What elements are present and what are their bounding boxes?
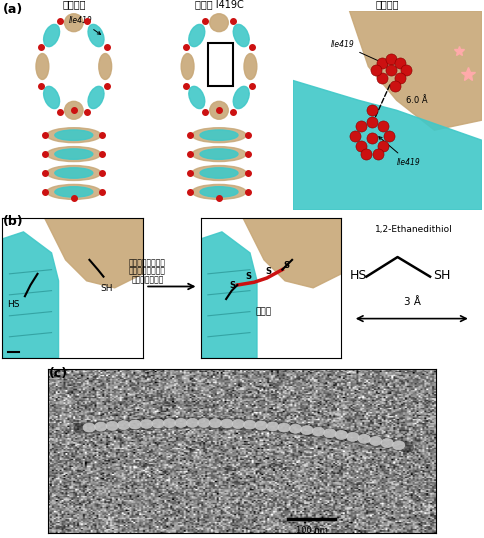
Polygon shape [201,232,257,358]
Ellipse shape [278,423,290,432]
Polygon shape [45,218,143,288]
Bar [208,43,233,87]
Ellipse shape [83,423,95,432]
Ellipse shape [55,130,93,140]
Text: フィド形成反応: フィド形成反応 [132,275,164,284]
Ellipse shape [152,419,164,428]
Text: S: S [265,267,272,276]
Ellipse shape [335,430,348,440]
Ellipse shape [210,14,228,32]
Ellipse shape [393,441,405,450]
Ellipse shape [347,433,359,441]
Ellipse shape [358,434,370,443]
Ellipse shape [140,420,153,428]
Ellipse shape [55,149,93,159]
Ellipse shape [99,54,112,80]
Text: 素共存下のジスル: 素共存下のジスル [129,267,166,275]
Ellipse shape [244,54,257,80]
Ellipse shape [181,54,194,80]
Ellipse shape [186,419,198,427]
Ellipse shape [324,429,336,438]
Ellipse shape [55,187,93,197]
Ellipse shape [46,147,101,161]
Text: Ile419: Ile419 [69,16,101,34]
Ellipse shape [55,168,93,178]
Ellipse shape [94,422,107,431]
Ellipse shape [255,421,267,430]
Ellipse shape [197,419,210,428]
Text: SH: SH [433,269,450,282]
Text: (c): (c) [48,367,68,380]
Ellipse shape [192,185,246,200]
Ellipse shape [221,419,233,428]
Text: Ile419: Ile419 [331,40,388,65]
Ellipse shape [189,86,205,109]
Ellipse shape [233,86,249,109]
Ellipse shape [192,166,246,180]
Text: HS: HS [350,269,367,282]
Text: S: S [229,281,235,290]
Ellipse shape [118,421,130,430]
Ellipse shape [163,419,176,428]
Ellipse shape [64,14,83,32]
Ellipse shape [210,101,228,119]
Text: 架橋剤と過酸化水: 架橋剤と過酸化水 [129,258,166,267]
Text: 変異体 I419C: 変異体 I419C [195,0,243,9]
Polygon shape [293,80,482,210]
Polygon shape [349,11,482,130]
Ellipse shape [46,128,101,143]
Ellipse shape [64,101,83,119]
Ellipse shape [381,438,393,448]
Ellipse shape [129,420,141,429]
Ellipse shape [189,24,205,47]
Ellipse shape [192,128,246,143]
Ellipse shape [243,420,256,429]
Ellipse shape [200,149,238,159]
Text: HS: HS [7,300,19,309]
Ellipse shape [312,427,325,436]
Ellipse shape [192,147,246,161]
Text: 1,2-Ethanedithiol: 1,2-Ethanedithiol [375,225,453,234]
Ellipse shape [88,86,104,109]
Ellipse shape [289,424,302,433]
Ellipse shape [369,436,382,445]
Ellipse shape [106,421,119,430]
Polygon shape [2,232,59,358]
Ellipse shape [36,54,49,80]
Ellipse shape [233,24,249,47]
Ellipse shape [175,419,187,428]
Polygon shape [243,218,341,288]
Ellipse shape [44,24,60,47]
Ellipse shape [301,426,313,435]
Text: 3 Å: 3 Å [404,298,421,307]
Text: (a): (a) [2,3,23,16]
Ellipse shape [200,187,238,197]
Ellipse shape [266,422,279,431]
Text: SH: SH [101,284,113,293]
Ellipse shape [200,168,238,178]
Text: Ile419: Ile419 [379,137,421,167]
Text: 100 nm: 100 nm [296,526,328,535]
Ellipse shape [44,86,60,109]
Text: (b): (b) [2,215,23,228]
Ellipse shape [46,166,101,180]
Text: 架橋剤: 架橋剤 [256,307,272,316]
Text: S: S [246,272,252,281]
Text: 6.0 Å: 6.0 Å [406,96,428,105]
Ellipse shape [46,185,101,200]
Ellipse shape [209,419,222,428]
Text: 架橋部位: 架橋部位 [376,0,399,9]
Text: S: S [284,261,289,270]
Ellipse shape [88,24,104,47]
Text: 変異部位: 変異部位 [62,0,86,9]
Ellipse shape [232,420,244,429]
Ellipse shape [200,130,238,140]
